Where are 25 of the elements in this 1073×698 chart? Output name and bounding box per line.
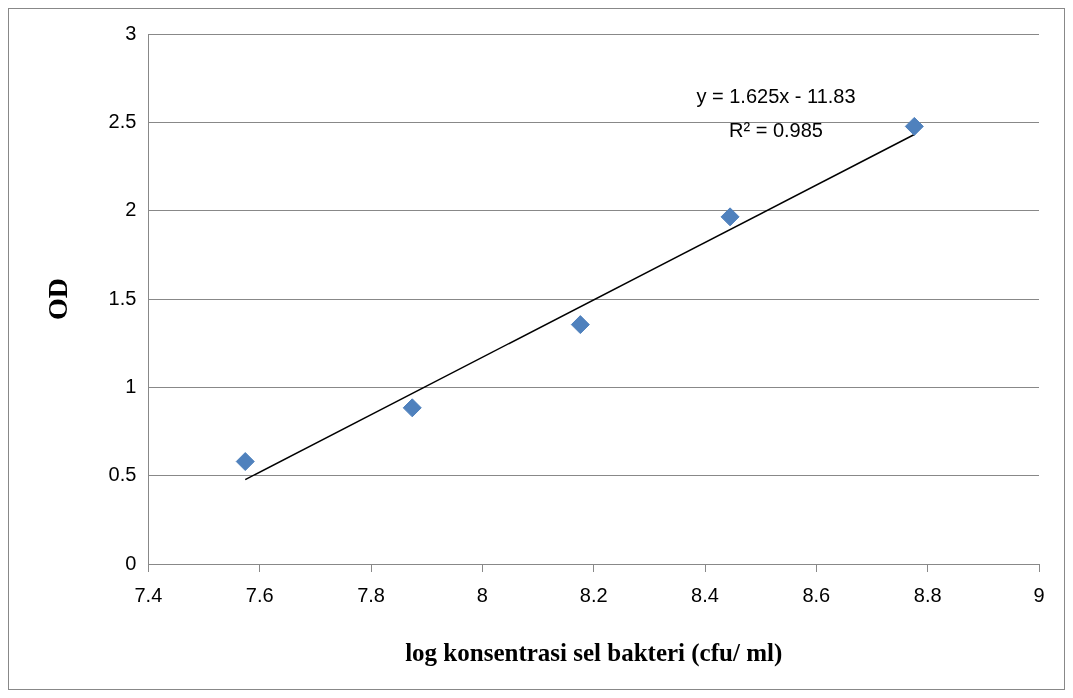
y-axis-title: OD: [42, 278, 74, 320]
x-axis-title: log konsentrasi sel bakteri (cfu/ ml): [405, 639, 783, 668]
y-tick-label: 3: [125, 21, 137, 44]
annotation: R² = 0.985: [729, 118, 823, 141]
y-tick-label: 1: [125, 374, 137, 397]
x-tick-label: 8.8: [913, 583, 942, 606]
point: [904, 116, 924, 136]
point: [402, 398, 422, 418]
x-tick-label: 7.6: [245, 583, 274, 606]
y-tick-label: 2.5: [108, 109, 137, 132]
x-tick-label: 8.4: [691, 583, 719, 606]
x-tick-label: 7.4: [134, 583, 163, 606]
annotation: y = 1.625x - 11.83: [696, 84, 856, 107]
y-tick-label: 0.5: [108, 463, 137, 486]
point: [235, 452, 255, 472]
y-tick-label: 2: [125, 198, 137, 221]
x-tick-label: 9: [1033, 583, 1045, 606]
point: [720, 207, 740, 227]
x-tick-label: 8.6: [802, 583, 831, 606]
x-tick-label: 8.2: [579, 583, 608, 606]
y-tick-label: 0: [125, 551, 137, 574]
x-tick-label: 7.8: [357, 583, 385, 606]
y-tick-label: 1.5: [108, 286, 137, 309]
point: [570, 315, 590, 335]
x-tick-label: 8: [476, 583, 488, 606]
